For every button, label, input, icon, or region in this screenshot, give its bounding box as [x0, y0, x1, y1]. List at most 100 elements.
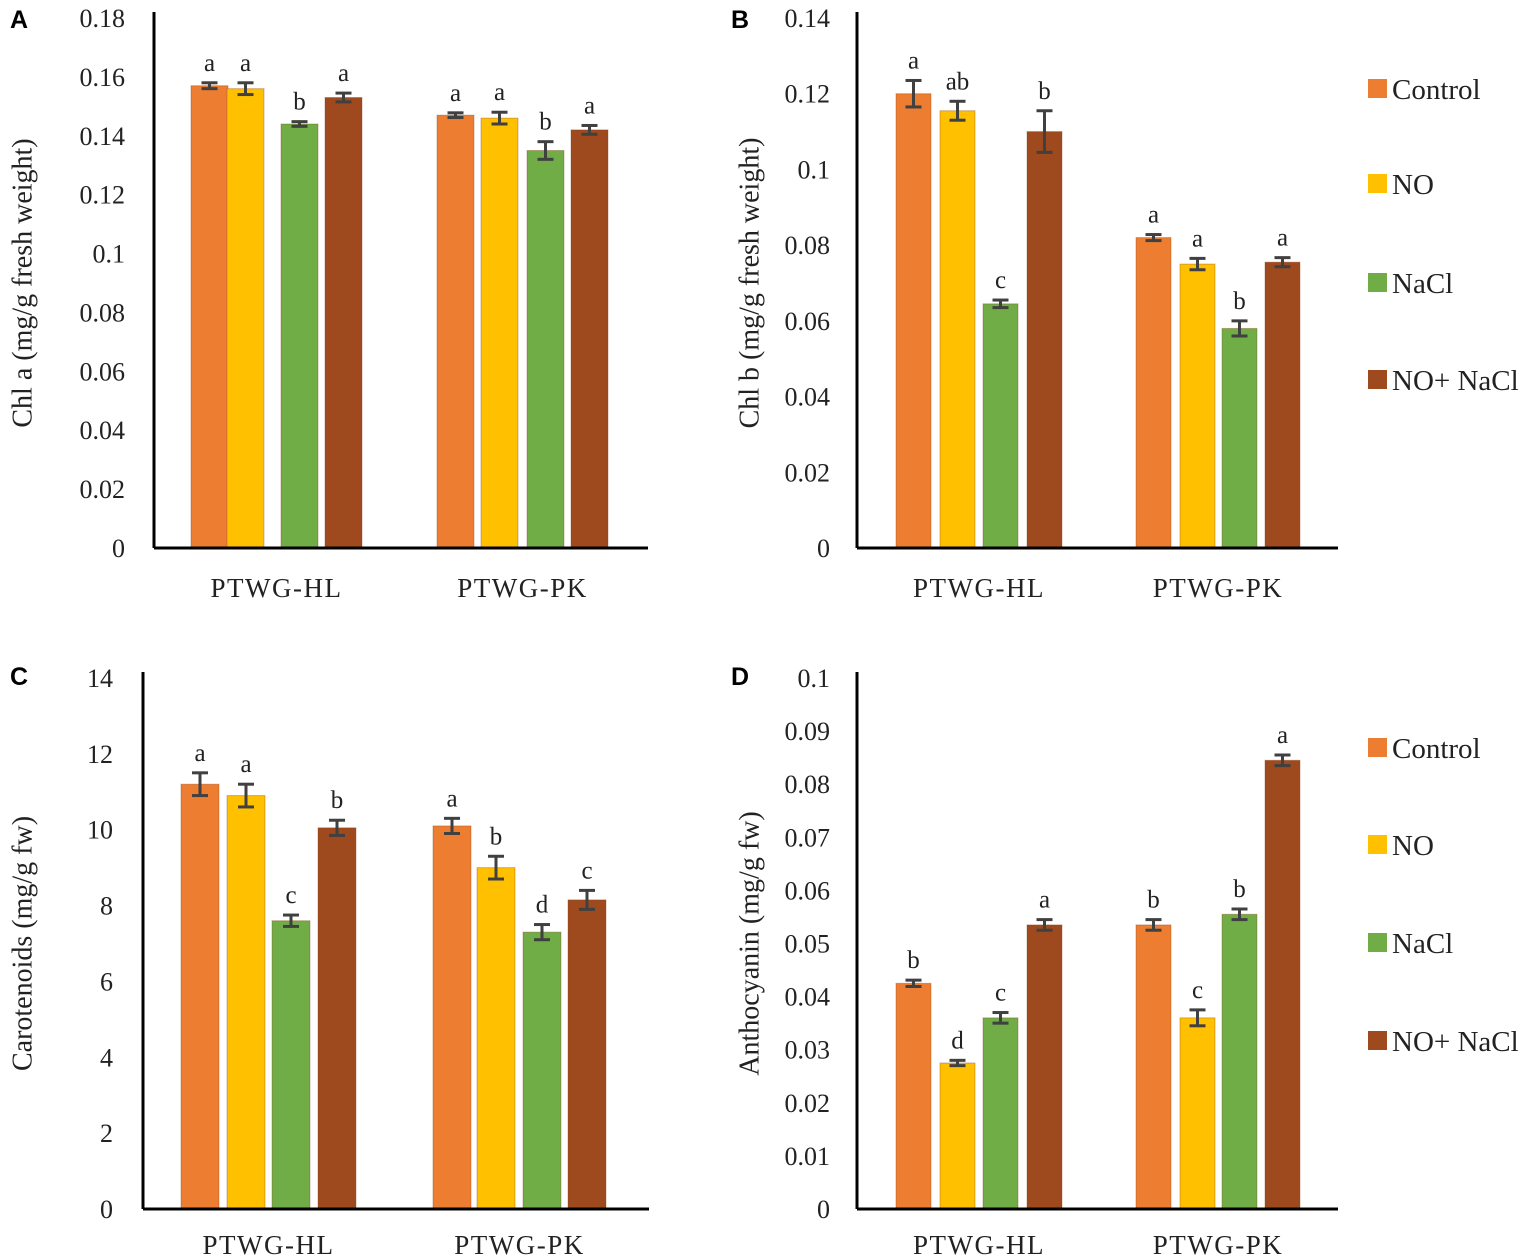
category-label: PTWG-HL — [203, 1230, 335, 1256]
significance-letter: a — [1277, 722, 1288, 749]
error-bar — [992, 1011, 1009, 1025]
y-tick-label: 0.14 — [785, 4, 831, 33]
bar — [982, 1017, 1019, 1210]
legend-swatch — [1368, 835, 1387, 854]
y-tick-label: 0.05 — [785, 930, 831, 959]
bar — [432, 825, 472, 1210]
significance-letter: c — [1192, 977, 1203, 1004]
bar — [1179, 263, 1216, 549]
legend-label: NO — [1392, 830, 1434, 862]
significance-letter: a — [584, 92, 595, 119]
chart-a: 0 0.02 0.04 0.06 0.08 0.1 0.12 0.14 0.16 0.18 Chl … — [7, 4, 648, 603]
error-bar — [949, 1058, 966, 1068]
legend-swatch — [1368, 79, 1387, 98]
error-bar — [992, 298, 1009, 310]
error-bar — [1145, 918, 1162, 932]
bar — [570, 129, 609, 549]
significance-letter: a — [1192, 225, 1203, 252]
error-bar — [579, 888, 595, 911]
y-tick-label: 0.1 — [798, 155, 831, 184]
panel-a: A 0 0.02 0.04 0.06 0.08 0.1 0.12 0.14 0.16 0.18 Ch… — [7, 4, 648, 603]
y-tick-label: 0.18 — [80, 4, 126, 33]
y-tick-label: 0.08 — [80, 298, 126, 327]
significance-letter: b — [1233, 288, 1246, 315]
error-bar — [329, 818, 345, 837]
error-bar — [238, 782, 254, 809]
y-axis-title: Chl b (mg/g fresh weight) — [734, 138, 765, 429]
y-tick-label: 6 — [100, 967, 113, 996]
significance-letter: a — [1148, 202, 1159, 229]
y-tick-label: 10 — [87, 816, 113, 845]
y-tick-label: 0 — [100, 1195, 113, 1224]
bar — [1135, 237, 1172, 549]
legend-swatch — [1368, 933, 1387, 952]
legend-item: NO — [1368, 169, 1434, 201]
bar — [982, 303, 1019, 549]
legend-label: NaCl — [1392, 268, 1453, 300]
legend-swatch — [1368, 174, 1387, 193]
y-tick-label: 0.16 — [80, 63, 126, 92]
error-bar — [447, 111, 464, 120]
bar — [226, 88, 265, 549]
significance-letter: b — [907, 947, 920, 974]
y-tick-label: 0.07 — [785, 823, 831, 852]
bar — [1221, 327, 1258, 549]
y-axis-title: Anthocyanin (mg/g fw) — [734, 811, 765, 1075]
significance-letter: ab — [946, 68, 970, 95]
y-tick-label: 0.12 — [80, 181, 126, 210]
bar — [480, 117, 519, 549]
legend-label: NO+ NaCl — [1392, 1026, 1519, 1058]
legend-item: Control — [1368, 733, 1481, 765]
bar — [1264, 261, 1301, 549]
bar — [190, 85, 229, 549]
y-tick-label: 0.04 — [785, 983, 831, 1012]
significance-letter: a — [1039, 887, 1050, 914]
panel-a-label: A — [10, 6, 28, 34]
bar — [1026, 924, 1063, 1210]
bar — [895, 93, 932, 549]
error-bar — [581, 123, 598, 136]
significance-letter: a — [240, 751, 251, 778]
error-bar — [283, 913, 299, 928]
error-bar — [488, 854, 504, 881]
error-bar — [537, 140, 554, 161]
category-label: PTWG-PK — [454, 1230, 585, 1256]
y-tick-label: 0.06 — [785, 876, 831, 905]
significance-letter: c — [581, 857, 592, 884]
significance-letter: d — [951, 1027, 964, 1054]
y-tick-label: 0 — [817, 534, 830, 563]
error-bar — [905, 978, 922, 989]
significance-letter: a — [1277, 225, 1288, 252]
bar — [567, 899, 607, 1210]
panel-c-label: C — [10, 663, 28, 691]
error-bar — [291, 120, 308, 128]
y-axis-title: Chl a (mg/g fresh weight) — [7, 138, 38, 427]
bar — [1221, 913, 1258, 1210]
y-tick-label: 12 — [87, 740, 113, 769]
significance-letter: c — [285, 882, 296, 909]
significance-letter: c — [995, 267, 1006, 294]
legend-label: NaCl — [1392, 928, 1453, 960]
y-tick-label: 0.1 — [93, 240, 126, 269]
bar — [317, 827, 357, 1210]
y-tick-label: 0.08 — [785, 770, 831, 799]
error-bar — [1274, 753, 1291, 768]
y-tick-label: 0.06 — [80, 357, 126, 386]
y-tick-label: 0.04 — [80, 416, 126, 445]
y-tick-label: 8 — [100, 892, 113, 921]
bar — [526, 150, 565, 549]
y-tick-label: 4 — [100, 1043, 113, 1072]
panel-c: C 0 2 4 6 8 10 12 14 Carotenoids (mg/g fw) a a a b c d… — [7, 663, 649, 1256]
error-bar — [1231, 319, 1248, 338]
y-tick-label: 0.02 — [785, 458, 831, 487]
significance-letter: a — [446, 785, 457, 812]
bar — [1135, 924, 1172, 1210]
error-bar — [1145, 233, 1162, 243]
legend-bottom: Control NO NaCl NO+ NaCl — [1368, 733, 1519, 1058]
significance-letter: b — [293, 89, 306, 116]
chart-d: 0 0.01 0.02 0.03 0.04 0.05 0.06 0.07 0.08 0.09 0.1… — [734, 664, 1338, 1256]
significance-letter: b — [1233, 876, 1246, 903]
legend-swatch — [1368, 1031, 1387, 1050]
error-bar — [335, 91, 352, 104]
